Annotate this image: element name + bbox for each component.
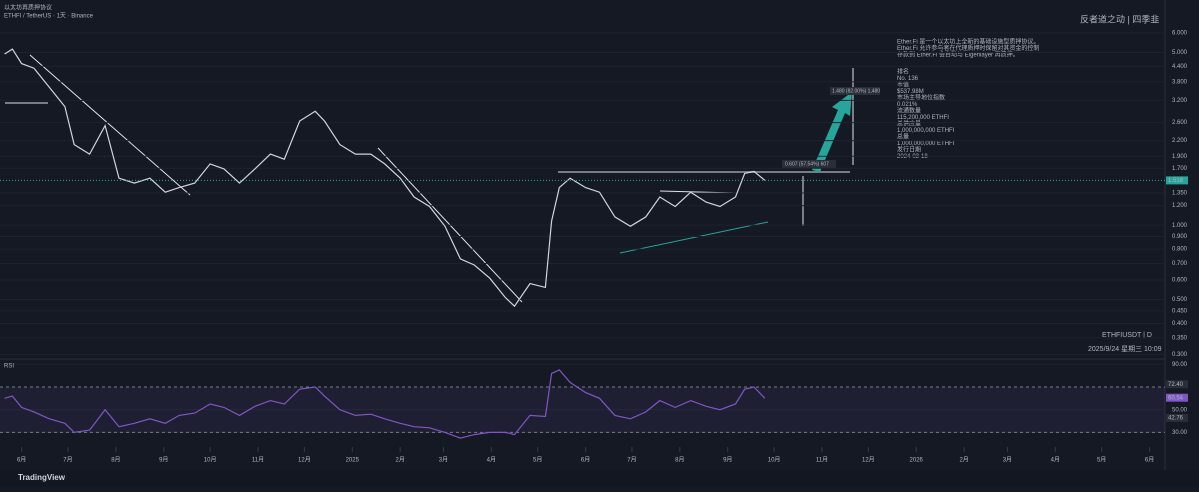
y-tick-label: 0.800 xyxy=(1172,247,1188,253)
rsi-band xyxy=(0,386,1165,433)
info-text: 存款到 Ether.Fi 会自动与 Eigenlayer 再质押。 xyxy=(897,51,1019,59)
x-tick-label: 7月 xyxy=(627,457,636,464)
info-field: 115,200,000 ETHFI xyxy=(897,115,949,121)
y-tick-label: 90.00 xyxy=(1172,362,1188,368)
info-field: 2024-03-18 xyxy=(897,154,928,160)
x-tick-label: 11月 xyxy=(816,457,828,464)
info-field: 流通数量 xyxy=(897,107,921,115)
x-tick-label: 7月 xyxy=(63,457,72,464)
x-tick-label: 10月 xyxy=(768,457,781,464)
y-tick-label: 4.400 xyxy=(1172,64,1188,70)
x-tick-label: 11月 xyxy=(252,457,264,464)
header-line: ETHFI / TetherUS · 1天 · Binance xyxy=(4,13,94,20)
symbol: ETHFIUSDT | D xyxy=(1102,332,1152,339)
y-tick-label: 2.600 xyxy=(1172,120,1188,126)
x-tick-label: 9月 xyxy=(723,457,732,464)
x-tick-label: 4月 xyxy=(1051,457,1060,464)
y-tick-label: 3.800 xyxy=(1172,80,1188,86)
trendline xyxy=(29,54,191,196)
info-field: 排名 xyxy=(897,68,909,76)
x-tick-label: 5月 xyxy=(533,457,542,464)
info-field: 0.021% xyxy=(897,102,918,108)
datetime: 2025/9/24 星期三 10:09 xyxy=(1088,345,1162,353)
x-tick-label: 3月 xyxy=(1003,457,1012,464)
y-tick-label: 0.300 xyxy=(1172,352,1188,358)
footer xyxy=(0,470,1199,487)
y-tick-label: 1.900 xyxy=(1172,154,1188,160)
y-tick-label: 5.000 xyxy=(1172,50,1188,56)
support xyxy=(619,221,769,254)
series-line xyxy=(4,48,766,308)
panel-title: RSI xyxy=(4,364,14,370)
y-tick-label: 0.400 xyxy=(1172,321,1188,327)
info-field: 发行日期 xyxy=(897,146,921,154)
header-line: 以太坊再质押协议 xyxy=(4,4,52,12)
x-tick-label: 2月 xyxy=(396,457,405,464)
x-tick-label: 12月 xyxy=(862,457,875,464)
x-tick-label: 5月 xyxy=(1097,457,1106,464)
marker-tag xyxy=(1166,393,1188,402)
series-line xyxy=(4,369,766,439)
target-arrow xyxy=(812,92,852,172)
info-text: Ether.Fi 允许参与者在代理质押时保留对其资金的控制 xyxy=(897,44,1039,52)
x-tick-label: 12月 xyxy=(298,457,311,464)
y-tick-label: 2.200 xyxy=(1172,138,1188,144)
measure-box xyxy=(782,160,836,168)
y-tick-label: 30.00 xyxy=(1172,430,1188,436)
x-tick-label: 4月 xyxy=(487,457,496,464)
info-field: 总量 xyxy=(897,133,909,141)
x-tick-label: 6月 xyxy=(17,457,26,464)
x-tick-label: 2026 xyxy=(910,458,924,464)
x-tick-label: 2月 xyxy=(959,457,968,464)
marker-tag xyxy=(1166,380,1188,389)
y-tick-label: 50.00 xyxy=(1172,407,1188,413)
y-tick-label: 3.200 xyxy=(1172,98,1188,104)
measure-box xyxy=(830,87,880,95)
y-tick-label: 6.000 xyxy=(1172,31,1188,37)
last-price-tag xyxy=(1166,176,1188,185)
x-tick-label: 6月 xyxy=(581,457,590,464)
y-tick-label: 0.900 xyxy=(1172,234,1188,240)
marker-label: 72.40 xyxy=(1168,382,1184,388)
x-tick-label: 8月 xyxy=(111,457,120,464)
last-price-label: 1.518 xyxy=(1168,178,1184,184)
y-tick-label: 1.200 xyxy=(1172,203,1188,209)
y-tick-label: 0.600 xyxy=(1172,278,1188,284)
info-field: 市值 xyxy=(897,81,909,89)
y-tick-label: 1.000 xyxy=(1172,223,1188,229)
info-field: 总供应量 xyxy=(897,120,921,128)
marker-tag xyxy=(1166,413,1188,422)
y-tick-label: 0.500 xyxy=(1172,297,1188,303)
y-tick-label: 1.350 xyxy=(1172,191,1188,197)
info-text: Ether.Fi 是一个以太坊上全新的基础设施型质押协议。 xyxy=(897,38,1039,46)
x-tick-label: 2025 xyxy=(346,458,360,464)
info-field: No. 136 xyxy=(897,76,919,82)
info-field: 1,000,000,000 ETHFI xyxy=(897,128,955,134)
info-field: 市场主导地位指数 xyxy=(897,94,945,102)
marker-label: 42.76 xyxy=(1168,415,1184,421)
info-field: 1,000,000,000 ETHFI xyxy=(897,141,955,147)
x-tick-label: 9月 xyxy=(159,457,168,464)
x-tick-label: 8月 xyxy=(675,457,684,464)
x-tick-label: 10月 xyxy=(204,457,217,464)
measure-label: 1.480 (82.00%) 1,480 xyxy=(832,88,880,94)
y-tick-label: 0.700 xyxy=(1172,261,1188,267)
info-block: Ether.Fi 是一个以太坊上全新的基础设施型质押协议。Ether.Fi 允许… xyxy=(897,38,1039,161)
marker-label: 60.54 xyxy=(1168,395,1184,401)
x-tick-label: 6月 xyxy=(1145,457,1154,464)
measure-label: 0.607 (57.54%) 607 xyxy=(785,161,829,167)
logo[interactable]: TradingView xyxy=(18,473,66,482)
x-tick-label: 3月 xyxy=(439,457,448,464)
y-tick-label: 0.450 xyxy=(1172,308,1188,314)
info-field: $537.98M xyxy=(897,89,924,95)
y-tick-label: 1.700 xyxy=(1172,166,1188,172)
y-tick-label: 0.350 xyxy=(1172,335,1188,341)
brand: 反者道之动 | 四季韭 xyxy=(1080,13,1159,24)
